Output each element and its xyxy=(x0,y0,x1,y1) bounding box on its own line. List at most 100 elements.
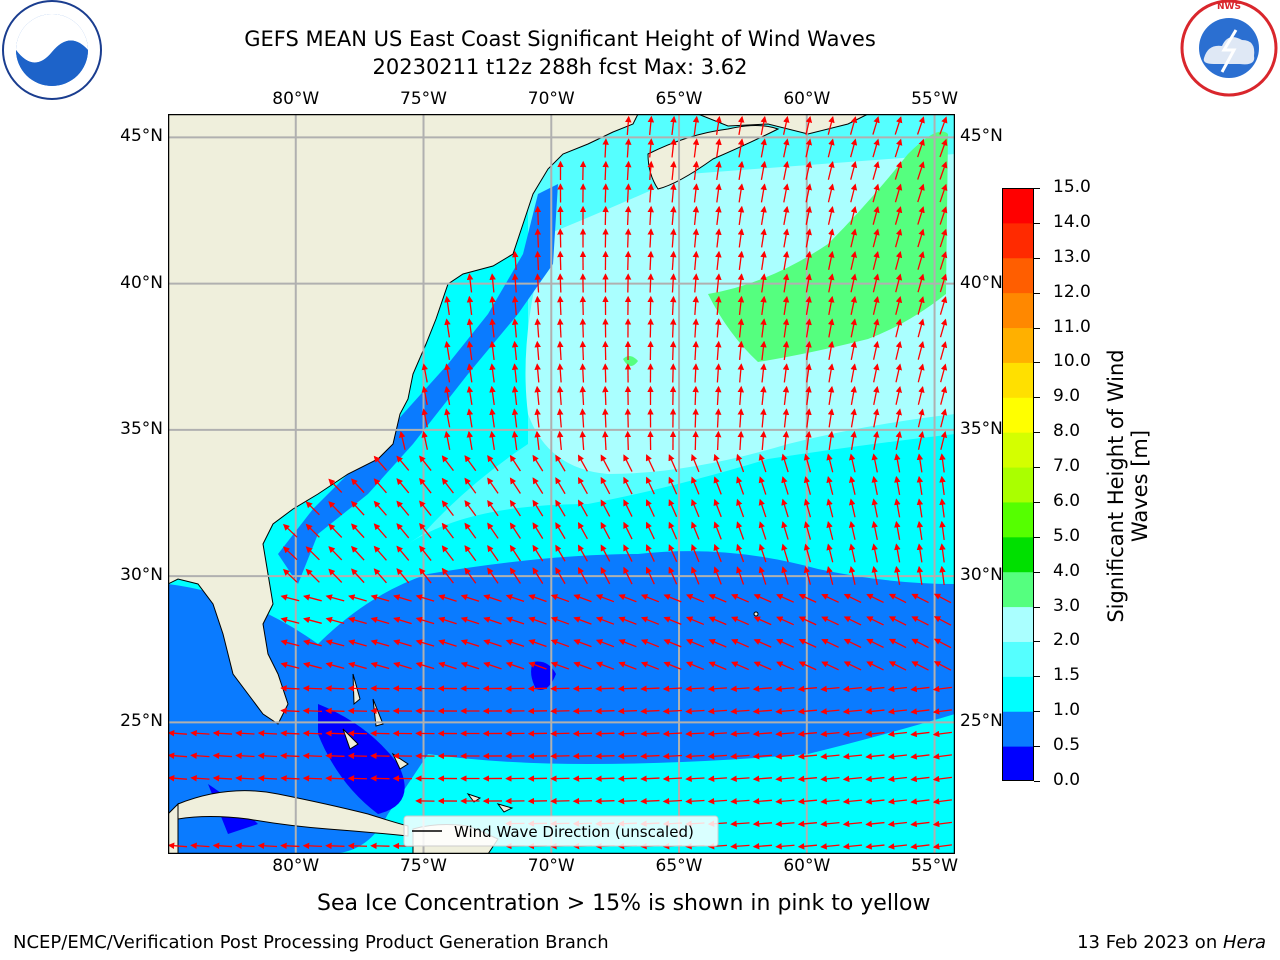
wave-direction-arrow xyxy=(235,752,255,760)
wave-direction-arrow xyxy=(669,340,677,361)
wave-direction-arrow xyxy=(715,250,722,271)
wave-direction-arrow xyxy=(827,160,835,180)
lon-tick-top: 55°W xyxy=(911,89,959,109)
wave-direction-arrow xyxy=(828,250,835,270)
wave-direction-arrow xyxy=(483,616,502,625)
wave-direction-arrow xyxy=(760,295,767,316)
colorbar-tick-mark xyxy=(1034,432,1040,434)
wave-direction-arrow xyxy=(595,594,615,603)
wave-direction-arrow xyxy=(760,228,767,248)
wave-direction-arrow xyxy=(511,318,519,338)
wave-direction-arrow xyxy=(715,318,722,338)
wave-direction-arrow xyxy=(758,476,767,495)
wave-direction-arrow xyxy=(640,685,660,692)
wave-direction-arrow xyxy=(737,340,745,361)
wave-direction-arrow xyxy=(669,363,677,383)
wave-direction-arrow xyxy=(489,318,496,338)
wave-direction-arrow xyxy=(532,454,544,472)
wave-direction-arrow xyxy=(670,160,677,181)
wave-direction-arrow xyxy=(692,340,699,361)
wave-direction-arrow xyxy=(737,385,745,406)
wave-direction-arrow xyxy=(805,273,812,293)
wave-direction-arrow xyxy=(820,685,840,693)
wave-direction-arrow xyxy=(805,228,812,248)
wave-direction-arrow xyxy=(894,498,901,518)
wave-direction-arrow xyxy=(894,183,903,203)
wave-direction-arrow xyxy=(370,616,390,625)
wave-direction-arrow xyxy=(827,385,835,405)
colorbar-tick-mark xyxy=(1034,571,1040,573)
wave-direction-arrow xyxy=(645,521,655,540)
wave-direction-arrow xyxy=(489,408,496,428)
wave-direction-arrow xyxy=(715,363,722,383)
wave-direction-arrow xyxy=(595,730,615,737)
wave-direction-arrow xyxy=(758,498,767,518)
wave-direction-arrow xyxy=(805,408,812,428)
wave-direction-arrow xyxy=(557,273,564,293)
wave-direction-arrow xyxy=(466,318,474,338)
wave-direction-arrow xyxy=(872,273,880,293)
wave-direction-arrow xyxy=(645,499,655,517)
wave-direction-arrow xyxy=(939,138,948,158)
wave-direction-arrow xyxy=(872,295,880,315)
colorbar-tick-label: 15.0 xyxy=(1053,177,1091,197)
wave-direction-arrow xyxy=(871,475,878,495)
colorbar-cell xyxy=(1002,222,1034,259)
wave-direction-arrow xyxy=(489,385,496,406)
wave-direction-arrow xyxy=(662,775,683,782)
wave-direction-arrow xyxy=(737,160,745,180)
wave-direction-arrow xyxy=(715,228,722,248)
wave-direction-arrow xyxy=(640,639,660,648)
colorbar-tick-label: 14.0 xyxy=(1053,211,1091,232)
wave-direction-arrow xyxy=(782,340,790,361)
wave-direction-arrow xyxy=(939,453,946,473)
wave-direction-arrow xyxy=(805,115,813,135)
wave-direction-arrow xyxy=(595,752,615,760)
wave-direction-arrow xyxy=(753,638,772,648)
wave-direction-arrow xyxy=(760,183,767,203)
wave-direction-arrow xyxy=(460,594,480,602)
wave-direction-arrow xyxy=(645,454,655,472)
wave-direction-arrow xyxy=(505,639,525,648)
wave-direction-arrow xyxy=(737,408,745,428)
wave-direction-arrow xyxy=(850,430,857,450)
wave-direction-arrow xyxy=(662,752,683,760)
wave-direction-arrow xyxy=(325,775,345,782)
colorbar-cell xyxy=(1002,327,1034,363)
wave-direction-arrow xyxy=(826,566,834,585)
wave-direction-arrow xyxy=(850,385,857,405)
wave-direction-arrow xyxy=(668,521,678,540)
wave-direction-arrow xyxy=(827,408,835,428)
wave-direction-arrow xyxy=(602,363,609,383)
wave-direction-arrow xyxy=(460,661,480,670)
wave-direction-arrow xyxy=(623,566,633,585)
wave-direction-arrow xyxy=(850,205,858,225)
wave-direction-arrow xyxy=(617,685,638,692)
wave-direction-arrow xyxy=(532,499,544,517)
wave-direction-arrow xyxy=(618,661,637,670)
wave-direction-arrow xyxy=(692,205,700,226)
wave-direction-arrow xyxy=(820,775,840,783)
wave-direction-arrow xyxy=(758,566,767,585)
wave-direction-arrow xyxy=(828,273,835,293)
wave-direction-arrow xyxy=(752,753,773,760)
wave-direction-arrow xyxy=(872,228,880,248)
wave-direction-arrow xyxy=(509,454,521,472)
wave-direction-arrow xyxy=(347,685,368,692)
wave-direction-arrow xyxy=(917,385,925,405)
colorbar-tick-mark xyxy=(1034,362,1040,364)
wave-direction-arrow xyxy=(894,116,903,135)
wave-direction-arrow xyxy=(730,843,750,850)
wave-direction-arrow xyxy=(662,685,683,692)
wave-direction-arrow xyxy=(419,477,432,494)
wave-direction-arrow xyxy=(438,639,457,647)
wave-direction-arrow xyxy=(939,475,946,496)
colorbar-tick-label: 0.5 xyxy=(1053,735,1081,756)
wave-direction-arrow xyxy=(910,843,930,850)
wave-direction-arrow xyxy=(737,115,745,135)
wave-direction-arrow xyxy=(783,138,790,158)
wave-direction-arrow xyxy=(328,523,343,538)
chart-title-line1: GEFS MEAN US East Coast Significant Heig… xyxy=(244,27,876,51)
wave-direction-arrow xyxy=(827,363,835,383)
wave-direction-arrow xyxy=(850,363,857,383)
